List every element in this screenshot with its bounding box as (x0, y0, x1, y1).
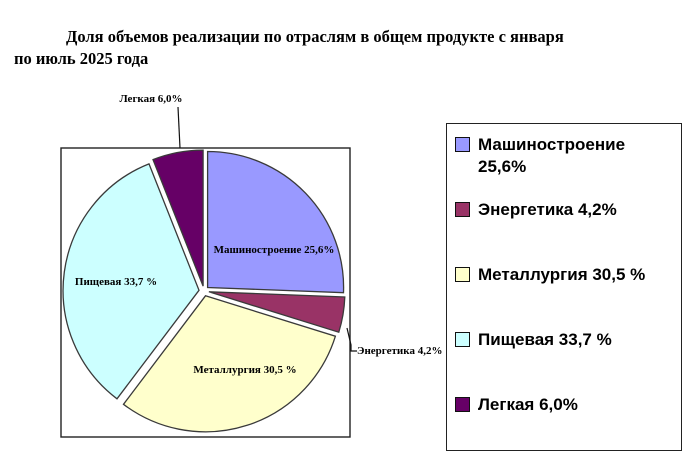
legend-swatch-mashinostroenie (455, 137, 470, 152)
pie-slice-пищевая (62, 163, 200, 400)
legend-swatch-energetika (455, 202, 470, 217)
legend-label-legkaya: Легкая 6,0% (478, 395, 578, 414)
slice-label-metallurgiya: Металлургия 30,5 % (193, 364, 297, 376)
legend-item-energetika: Энергетика 4,2% (455, 199, 679, 221)
slice-label-pishchevaya: Пищевая 33,7 % (74, 276, 158, 288)
pie-slice-легкая (152, 149, 204, 287)
chart-title: Доля объемов реализации по отраслям в об… (14, 26, 654, 70)
slice-label-energetika: Энергетика 4,2% (357, 345, 443, 357)
leader-line-legkaya (177, 106, 181, 149)
pie-slice-энергетика (208, 291, 346, 334)
pie-slice-машиностроение (206, 150, 345, 294)
legend-label-energetika: Энергетика 4,2% (478, 200, 617, 219)
legend-swatch-metallurgiya (455, 267, 470, 282)
legend-item-mashinostroenie: Машиностроение 25,6% (455, 134, 679, 178)
chart-title-line-1: Доля объемов реализации по отраслям в об… (66, 27, 564, 46)
legend-swatch-pishchevaya (455, 332, 470, 347)
legend-label-metallurgiya: Металлургия 30,5 % (478, 265, 646, 284)
legend-swatch-legkaya (455, 397, 470, 412)
legend-label-mashinostroenie: Машиностроение 25,6% (478, 135, 626, 176)
legend-label-pishchevaya: Пищевая 33,7 % (478, 330, 612, 349)
slice-label-mashinostroenie: Машиностроение 25,6% (213, 244, 335, 256)
pie-slices-group (62, 149, 346, 433)
legend-item-legkaya: Легкая 6,0% (455, 394, 679, 416)
slice-label-legkaya: Легкая 6,0% (119, 93, 183, 105)
leader-line-energetika (346, 327, 357, 352)
chart-title-line-2: по июль 2025 года (14, 49, 149, 68)
pie-slice-металлургия (122, 295, 337, 433)
legend-item-pishchevaya: Пищевая 33,7 % (455, 329, 679, 351)
legend-item-metallurgiya: Металлургия 30,5 % (455, 264, 679, 286)
legend: Машиностроение 25,6% Энергетика 4,2% Мет… (446, 123, 682, 451)
